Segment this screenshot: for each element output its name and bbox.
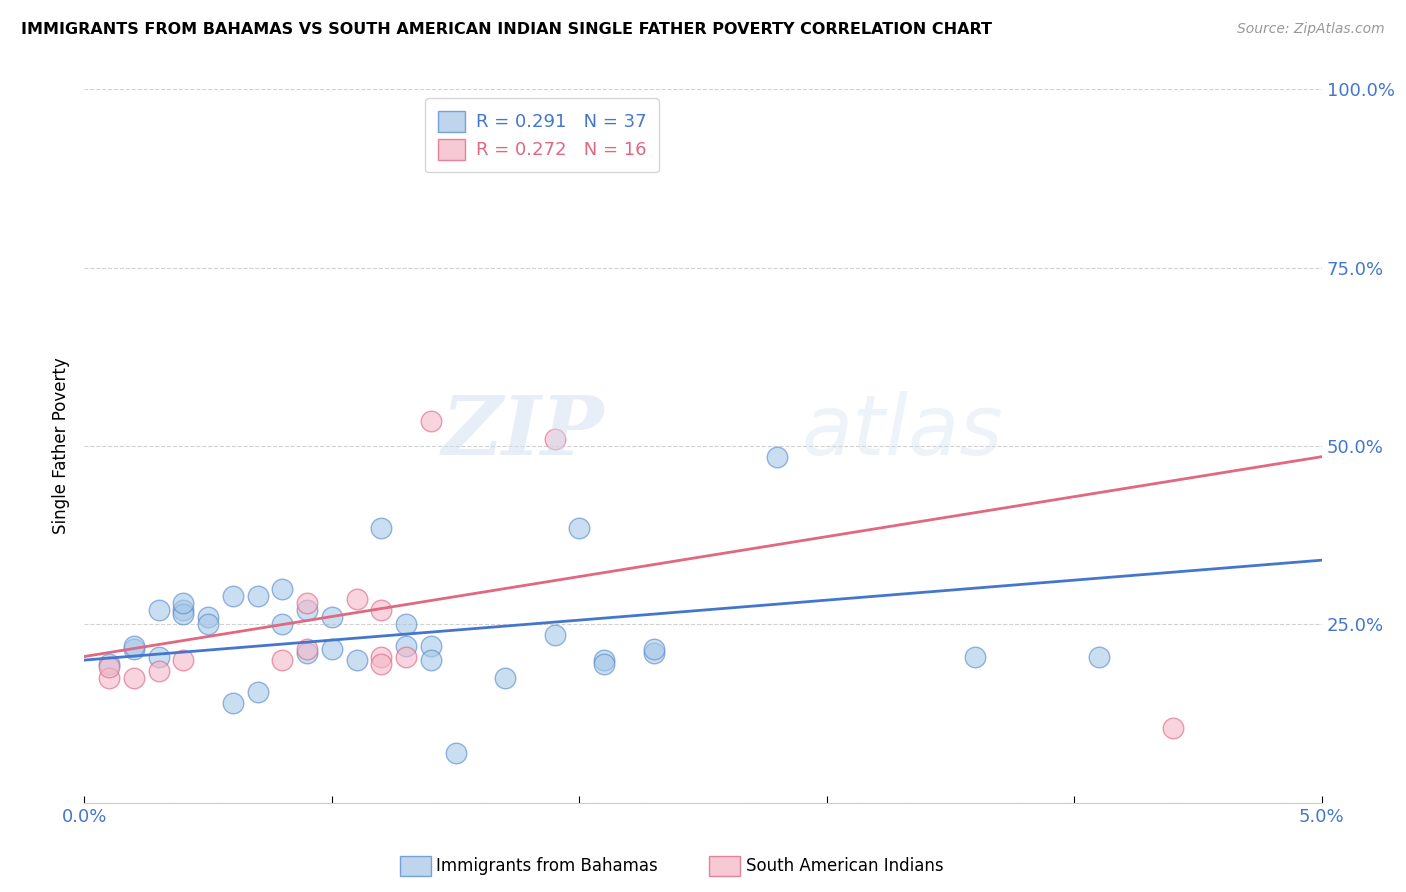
Point [122, 671, 145, 685]
Point [1161, 721, 1184, 735]
Point [370, 521, 392, 535]
Point [321, 642, 343, 657]
Point [148, 603, 170, 617]
Point [370, 649, 392, 664]
Point [395, 639, 418, 653]
Text: IMMIGRANTS FROM BAHAMAS VS SOUTH AMERICAN INDIAN SINGLE FATHER POVERTY CORRELATI: IMMIGRANTS FROM BAHAMAS VS SOUTH AMERICA… [21, 22, 993, 37]
Point [1088, 649, 1111, 664]
Point [295, 603, 318, 617]
Point [122, 642, 145, 657]
Text: atlas: atlas [801, 392, 1004, 472]
Point [172, 596, 194, 610]
Point [395, 649, 418, 664]
Point [98, 660, 121, 674]
Point [246, 589, 269, 603]
Point [172, 653, 194, 667]
Point [271, 582, 294, 596]
Text: Source: ZipAtlas.com: Source: ZipAtlas.com [1237, 22, 1385, 37]
Point [295, 596, 318, 610]
Point [568, 521, 591, 535]
Point [295, 642, 318, 657]
Point [419, 639, 441, 653]
Point [543, 628, 565, 642]
Point [766, 450, 789, 464]
Point [643, 642, 665, 657]
Point [370, 657, 392, 671]
Point [543, 432, 565, 446]
Point [444, 746, 467, 760]
Point [271, 653, 294, 667]
Y-axis label: Single Father Poverty: Single Father Poverty [52, 358, 70, 534]
Point [148, 649, 170, 664]
Point [593, 657, 616, 671]
Point [222, 589, 245, 603]
Point [98, 657, 121, 671]
Point [197, 617, 219, 632]
Point [197, 610, 219, 624]
Point [172, 603, 194, 617]
Point [98, 671, 121, 685]
Point [419, 653, 441, 667]
Point [295, 646, 318, 660]
Point [321, 610, 343, 624]
Point [222, 696, 245, 710]
Point [593, 653, 616, 667]
Point [346, 653, 368, 667]
Point [494, 671, 516, 685]
Point [246, 685, 269, 699]
Point [419, 414, 441, 428]
Point [370, 603, 392, 617]
Point [122, 639, 145, 653]
Point [395, 617, 418, 632]
Point [643, 646, 665, 660]
Text: ZIP: ZIP [441, 392, 605, 472]
Legend: R = 0.291   N = 37, R = 0.272   N = 16: R = 0.291 N = 37, R = 0.272 N = 16 [425, 98, 659, 172]
Point [346, 592, 368, 607]
Text: Immigrants from Bahamas: Immigrants from Bahamas [436, 857, 658, 875]
Point [965, 649, 987, 664]
Point [172, 607, 194, 621]
Point [271, 617, 294, 632]
Point [148, 664, 170, 678]
Text: South American Indians: South American Indians [745, 857, 943, 875]
